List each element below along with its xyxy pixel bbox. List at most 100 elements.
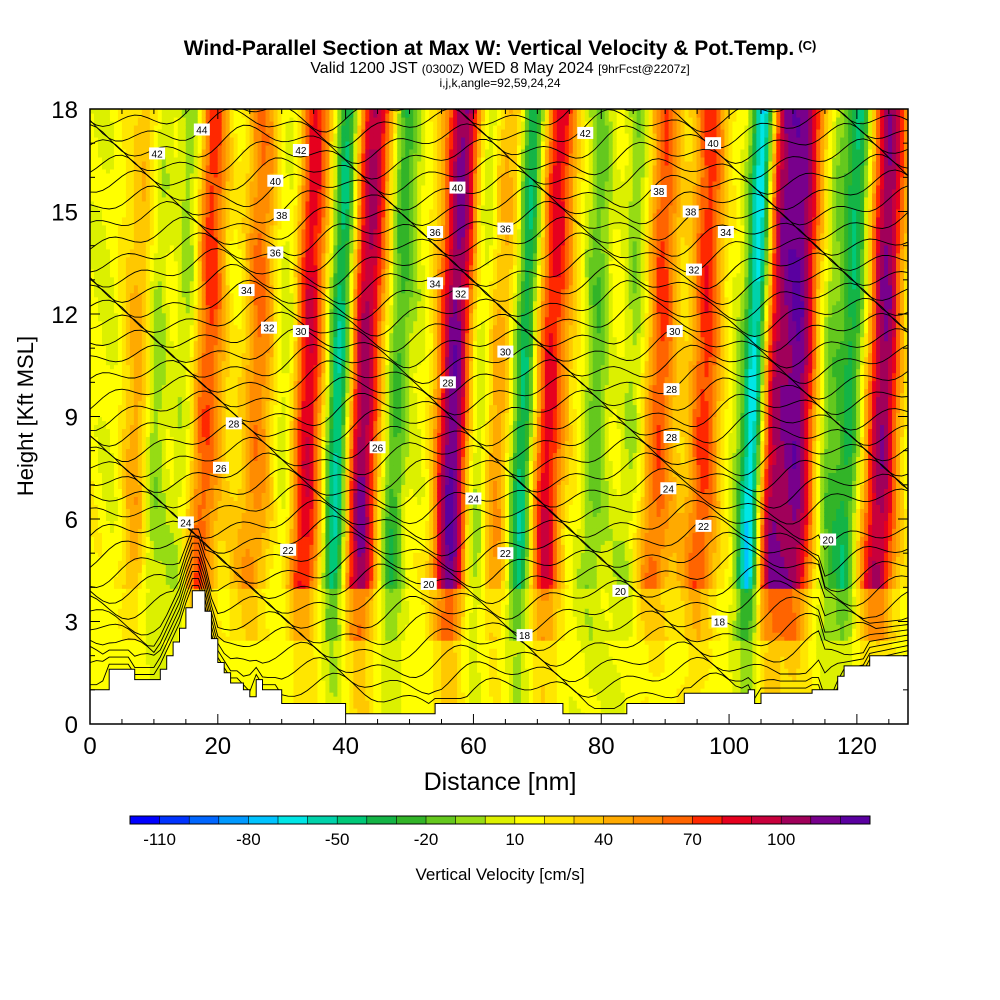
velocity-cell xyxy=(190,417,195,422)
velocity-cell xyxy=(98,309,103,314)
velocity-cell xyxy=(106,644,111,649)
velocity-cell xyxy=(158,492,163,497)
velocity-cell xyxy=(118,644,123,649)
velocity-cell xyxy=(98,361,103,366)
velocity-cell xyxy=(114,636,119,641)
velocity-cell xyxy=(98,177,103,182)
velocity-cell xyxy=(138,285,143,290)
velocity-cell xyxy=(122,536,127,541)
velocity-cell xyxy=(138,145,143,150)
velocity-cell xyxy=(106,584,111,589)
velocity-cell xyxy=(150,121,155,126)
velocity-cell xyxy=(134,648,139,653)
velocity-cell xyxy=(182,293,187,298)
velocity-cell xyxy=(186,241,191,246)
velocity-cell xyxy=(174,309,179,314)
velocity-cell xyxy=(170,552,175,557)
velocity-cell xyxy=(102,492,107,497)
velocity-cell xyxy=(122,185,127,190)
velocity-cell xyxy=(110,397,115,402)
velocity-cell xyxy=(190,389,195,394)
velocity-cell xyxy=(170,393,175,398)
velocity-cell xyxy=(158,520,163,525)
velocity-cell xyxy=(118,544,123,549)
velocity-cell xyxy=(170,233,175,238)
velocity-cell xyxy=(170,329,175,334)
velocity-cell xyxy=(186,141,191,146)
velocity-cell xyxy=(182,309,187,314)
velocity-cell xyxy=(98,181,103,186)
velocity-cell xyxy=(126,508,131,513)
velocity-cell xyxy=(158,381,163,386)
velocity-cell xyxy=(198,245,203,250)
velocity-cell xyxy=(174,381,179,386)
velocity-cell xyxy=(122,420,127,425)
velocity-cell xyxy=(102,540,107,545)
velocity-cell xyxy=(166,476,171,481)
velocity-cell xyxy=(146,381,151,386)
velocity-cell xyxy=(138,668,143,673)
velocity-cell xyxy=(106,652,111,657)
velocity-cell xyxy=(146,440,151,445)
velocity-cell xyxy=(178,309,183,314)
velocity-cell xyxy=(126,420,131,425)
velocity-cell xyxy=(134,173,139,178)
velocity-cell xyxy=(162,125,167,130)
velocity-cell xyxy=(114,548,119,553)
velocity-cell xyxy=(174,448,179,453)
velocity-cell xyxy=(182,225,187,230)
velocity-cell xyxy=(198,424,203,429)
velocity-cell xyxy=(186,149,191,154)
velocity-cell xyxy=(162,193,167,198)
velocity-cell xyxy=(194,365,199,370)
velocity-cell xyxy=(106,528,111,533)
velocity-cell xyxy=(126,341,131,346)
velocity-cell xyxy=(142,440,147,445)
velocity-cell xyxy=(198,297,203,302)
velocity-cell xyxy=(130,149,135,154)
velocity-cell xyxy=(94,620,99,625)
velocity-cell xyxy=(174,157,179,162)
velocity-cell xyxy=(150,452,155,457)
velocity-cell xyxy=(94,337,99,342)
velocity-cell xyxy=(138,389,143,394)
velocity-cell xyxy=(126,632,131,637)
velocity-cell xyxy=(162,237,167,242)
velocity-cell xyxy=(102,544,107,549)
velocity-cell xyxy=(178,233,183,238)
velocity-cell xyxy=(194,225,199,230)
velocity-cell xyxy=(186,512,191,517)
velocity-cell xyxy=(154,141,159,146)
velocity-cell xyxy=(162,241,167,246)
velocity-cell xyxy=(106,333,111,338)
velocity-cell xyxy=(170,460,175,465)
velocity-cell xyxy=(158,197,163,202)
velocity-cell xyxy=(150,496,155,501)
velocity-cell xyxy=(174,484,179,489)
velocity-cell xyxy=(118,161,123,166)
velocity-cell xyxy=(94,145,99,150)
velocity-cell xyxy=(154,401,159,406)
velocity-cell xyxy=(174,333,179,338)
velocity-cell xyxy=(150,608,155,613)
velocity-cell xyxy=(194,341,199,346)
velocity-cell xyxy=(186,309,191,314)
velocity-cell xyxy=(190,353,195,358)
velocity-cell xyxy=(98,432,103,437)
velocity-cell xyxy=(122,632,127,637)
velocity-cell xyxy=(98,225,103,230)
velocity-cell xyxy=(138,177,143,182)
velocity-cell xyxy=(114,229,119,234)
velocity-cell xyxy=(98,588,103,593)
velocity-cell xyxy=(194,345,199,350)
velocity-cell xyxy=(150,277,155,282)
velocity-cell xyxy=(194,185,199,190)
velocity-cell xyxy=(158,385,163,390)
velocity-cell xyxy=(146,640,151,645)
velocity-cell xyxy=(126,652,131,657)
velocity-cell xyxy=(106,229,111,234)
velocity-cell xyxy=(186,133,191,138)
velocity-cell xyxy=(94,113,99,118)
velocity-cell xyxy=(126,448,131,453)
velocity-cell xyxy=(178,329,183,334)
